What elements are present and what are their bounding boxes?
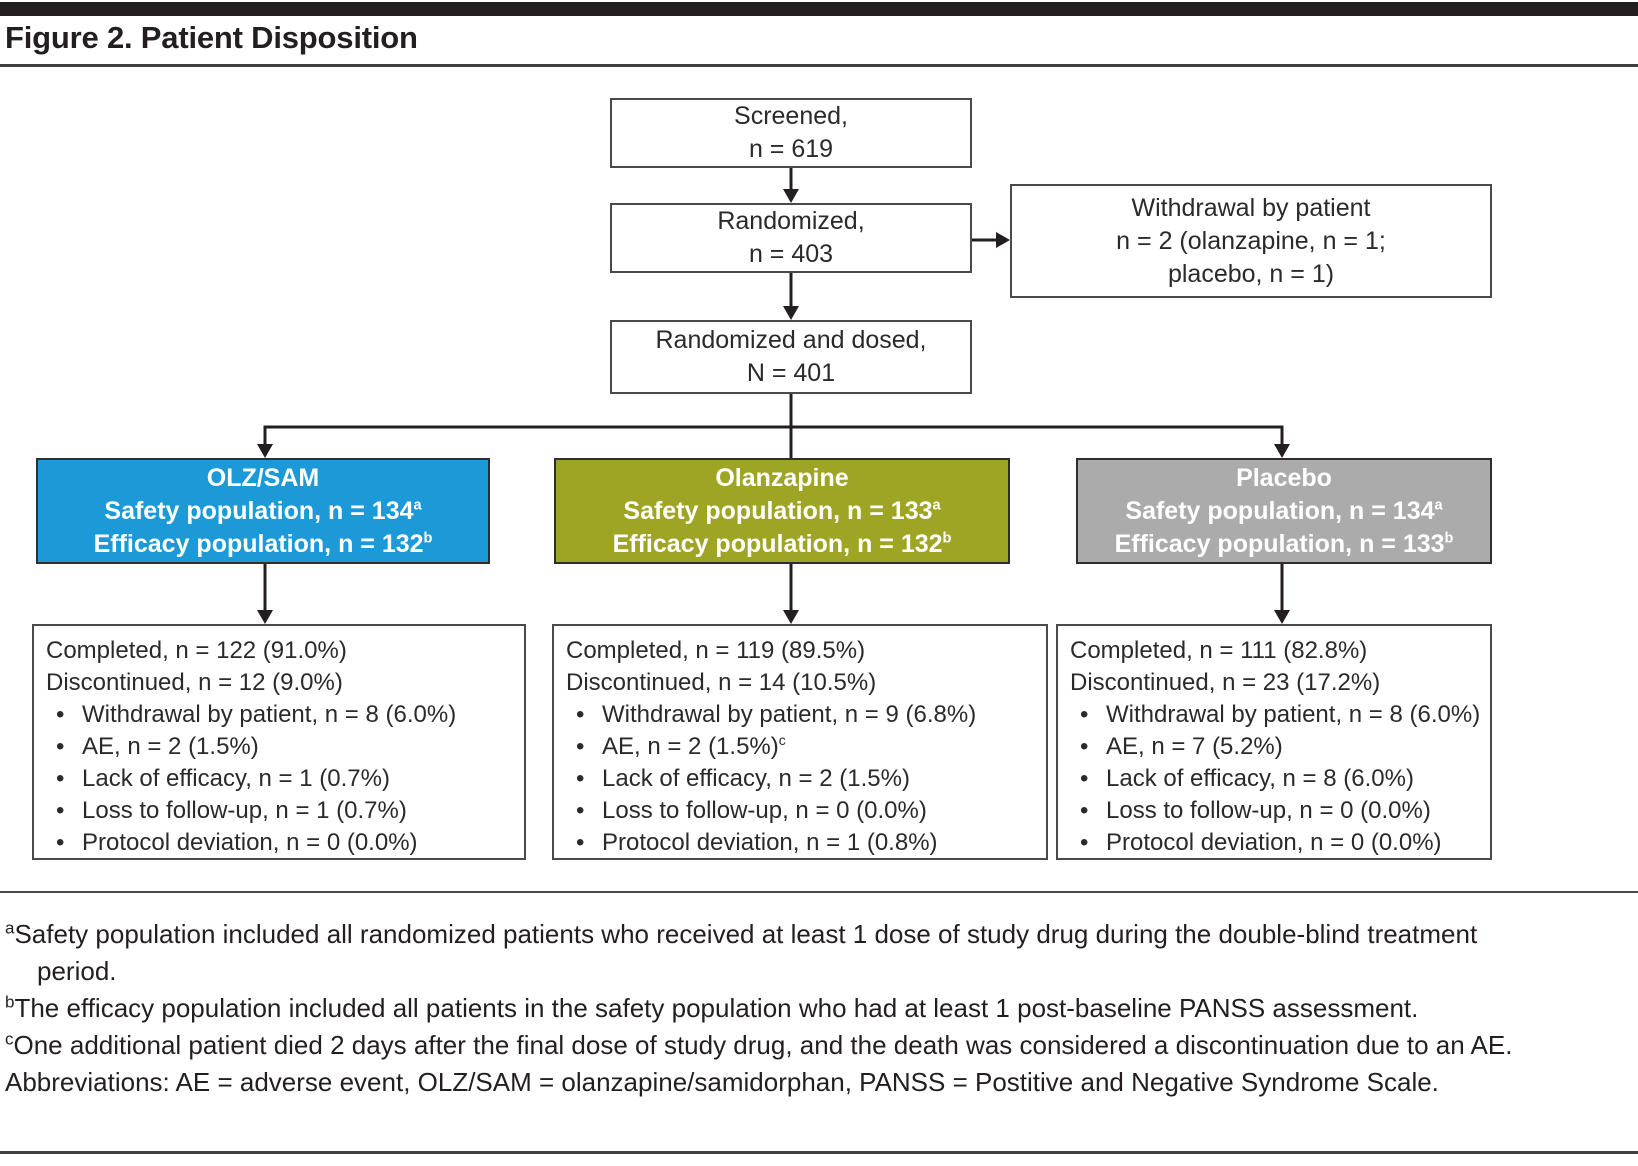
footnote-a: aSafety population included all randomiz… <box>5 918 1478 986</box>
arrow-olzsam-to-disposition-head <box>257 610 273 624</box>
bullet-icon <box>1070 795 1106 827</box>
disposition-box-olanzapine: Completed, n = 119 (89.5%) Discontinued,… <box>552 624 1048 860</box>
screened-count: n = 619 <box>748 135 834 163</box>
arrow-branch-to-olzsam-head <box>257 444 273 458</box>
top-bar <box>0 2 1638 16</box>
title-rule <box>0 64 1638 67</box>
disposition-box-olzsam: Completed, n = 122 (91.0%) Discontinued,… <box>32 624 526 860</box>
withdrawal-line2: n = 2 (olanzapine, n = 1; <box>1116 226 1386 255</box>
dosed-label: Randomized and dosed, <box>655 326 927 354</box>
bullet-icon <box>566 763 602 795</box>
reason-item: Loss to follow-up, n = 0 (0.0%) <box>1070 795 1482 827</box>
reason-item: Loss to follow-up, n = 1 (0.7%) <box>46 795 516 827</box>
bullet-icon <box>566 731 602 763</box>
reason-item: Loss to follow-up, n = 0 (0.0%) <box>566 795 1038 827</box>
reason-item: Lack of efficacy, n = 2 (1.5%) <box>566 763 1038 795</box>
footnote-marker-a: a <box>1434 497 1443 514</box>
arrow-randomized-to-withdrawal-head <box>996 232 1010 248</box>
footnote-marker-b: b <box>1444 530 1454 547</box>
arrow-olanzapine-to-disposition-head <box>783 610 799 624</box>
reason-item: Lack of efficacy, n = 8 (6.0%) <box>1070 763 1482 795</box>
randomized-and-dosed-box: Randomized and dosed, N = 401 <box>610 320 972 394</box>
withdrawal-box: Withdrawal by patient n = 2 (olanzapine,… <box>1010 184 1492 298</box>
footnote-marker-b: b <box>942 530 952 547</box>
bottom-rule <box>0 1151 1638 1154</box>
reason-item: Protocol deviation, n = 1 (0.8%) <box>566 827 1038 859</box>
arm-placebo-safety: Safety population, n = 134a <box>1125 496 1443 525</box>
bullet-icon <box>1070 763 1106 795</box>
arm-box-placebo: Placebo Safety population, n = 134a Effi… <box>1076 458 1492 564</box>
withdrawal-line3: placebo, n = 1) <box>1167 259 1335 288</box>
disposition-box-placebo: Completed, n = 111 (82.8%) Discontinued,… <box>1056 624 1492 860</box>
arrow-branch-to-placebo-head <box>1274 444 1290 458</box>
bullet-icon <box>1070 827 1106 859</box>
bullet-icon <box>46 827 82 859</box>
screened-label: Screened, <box>734 102 848 130</box>
footnote-divider <box>0 891 1638 893</box>
withdrawal-line1: Withdrawal by patient <box>1131 193 1371 222</box>
dosed-count: N = 401 <box>746 359 836 387</box>
arm-olzsam-efficacy: Efficacy population, n = 132b <box>93 529 433 558</box>
arm-olzsam-name: OLZ/SAM <box>206 463 320 492</box>
reason-item: Protocol deviation, n = 0 (0.0%) <box>46 827 516 859</box>
footnote-b: bThe efficacy population included all pa… <box>5 992 1419 1023</box>
discontinued-line: Discontinued, n = 12 (9.0%) <box>46 669 343 696</box>
footnote-marker-c: c <box>5 1029 14 1049</box>
arm-olanzapine-efficacy: Efficacy population, n = 132b <box>612 529 952 558</box>
completed-line: Completed, n = 111 (82.8%) <box>1070 637 1368 664</box>
reason-item: Protocol deviation, n = 0 (0.0%) <box>1070 827 1482 859</box>
discontinued-line: Discontinued, n = 14 (10.5%) <box>566 669 877 696</box>
arm-olanzapine-safety: Safety population, n = 133a <box>623 496 941 525</box>
figure-title: Figure 2. Patient Disposition <box>5 20 418 55</box>
arm-placebo-name: Placebo <box>1236 463 1332 492</box>
randomized-box: Randomized, n = 403 <box>610 203 972 273</box>
arm-box-olzsam: OLZ/SAM Safety population, n = 134a Effi… <box>36 458 490 564</box>
bullet-icon <box>46 795 82 827</box>
footnote-marker-a: a <box>413 497 422 514</box>
bullet-icon <box>566 827 602 859</box>
footnote-marker-c: c <box>778 732 786 748</box>
bullet-icon <box>46 731 82 763</box>
bullet-icon <box>46 763 82 795</box>
reason-item: Withdrawal by patient, n = 8 (6.0%) <box>46 699 516 731</box>
footnote-marker-a: a <box>5 918 15 938</box>
reason-item: Lack of efficacy, n = 1 (0.7%) <box>46 763 516 795</box>
footnote-marker-b: b <box>423 530 433 547</box>
screened-box: Screened, n = 619 <box>610 98 972 168</box>
footnote-marker-b: b <box>5 992 15 1012</box>
arm-olzsam-safety: Safety population, n = 134a <box>104 496 422 525</box>
reason-item: AE, n = 7 (5.2%) <box>1070 731 1482 763</box>
randomized-count: n = 403 <box>748 240 834 268</box>
footnote-marker-a: a <box>932 497 941 514</box>
bullet-icon <box>566 795 602 827</box>
discontinued-line: Discontinued, n = 23 (17.2%) <box>1070 669 1381 696</box>
bullet-icon <box>46 699 82 731</box>
randomized-label: Randomized, <box>717 207 865 235</box>
arrow-placebo-to-disposition-head <box>1274 610 1290 624</box>
bullet-icon <box>1070 699 1106 731</box>
arm-placebo-efficacy: Efficacy population, n = 133b <box>1114 529 1454 558</box>
abbreviations-line: Abbreviations: AE = adverse event, OLZ/S… <box>5 1067 1439 1097</box>
arrow-randomized-to-dosed-head <box>783 306 799 320</box>
completed-line: Completed, n = 119 (89.5%) <box>566 637 866 664</box>
bullet-icon <box>566 699 602 731</box>
completed-line: Completed, n = 122 (91.0%) <box>46 637 347 664</box>
bullet-icon <box>1070 731 1106 763</box>
footnotes: aSafety population included all randomiz… <box>5 916 1529 1101</box>
reason-item: AE, n = 2 (1.5%)c <box>566 731 1038 763</box>
reason-item: Withdrawal by patient, n = 9 (6.8%) <box>566 699 1038 731</box>
arm-box-olanzapine: Olanzapine Safety population, n = 133a E… <box>554 458 1010 564</box>
reason-item: Withdrawal by patient, n = 8 (6.0%) <box>1070 699 1482 731</box>
arrow-screened-to-randomized-head <box>783 189 799 203</box>
footnote-c: cOne additional patient died 2 days afte… <box>5 1029 1513 1060</box>
arm-olanzapine-name: Olanzapine <box>715 463 849 492</box>
reason-item: AE, n = 2 (1.5%) <box>46 731 516 763</box>
